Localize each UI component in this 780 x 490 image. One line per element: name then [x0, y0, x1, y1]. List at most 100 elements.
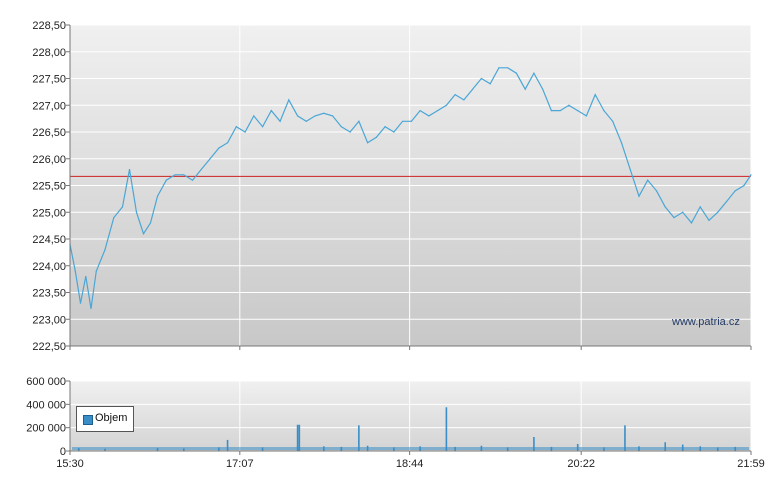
price-point	[104, 249, 106, 251]
price-point	[128, 168, 131, 171]
volume-bar	[296, 424, 299, 451]
volume-x-tick-label: 21:59	[737, 458, 765, 470]
price-y-tick-label: 225,00	[32, 207, 66, 219]
legend-label: Objem	[95, 412, 128, 424]
volume-bar	[716, 447, 719, 451]
volume-bar	[533, 437, 535, 451]
price-y-tick-label: 228,50	[32, 20, 66, 32]
price-point	[113, 217, 115, 219]
price-y-tick-label: 226,00	[32, 154, 66, 166]
price-point	[568, 104, 570, 106]
price-point	[349, 131, 351, 133]
price-point	[74, 270, 76, 272]
price-point	[428, 115, 430, 117]
price-point	[542, 88, 544, 90]
volume-y-axis: 0 200 000 400 000 600 000	[26, 376, 70, 458]
price-point	[647, 179, 649, 181]
price-point	[79, 302, 82, 304]
price-grid	[69, 24, 752, 347]
volume-bar	[699, 446, 702, 451]
price-point	[445, 104, 447, 106]
price-point	[85, 275, 87, 278]
price-y-axis: 222,50 223,00 223,50 224,00 224,50 225,00 225,…	[32, 20, 70, 353]
price-point	[454, 93, 456, 96]
price-point	[135, 211, 138, 213]
volume-x-tick-label: 17:07	[226, 458, 254, 470]
price-point	[638, 195, 640, 197]
volume-plot-background	[70, 381, 751, 451]
price-point	[533, 72, 535, 74]
price-point	[314, 115, 316, 117]
volume-bar	[624, 425, 626, 451]
price-point	[174, 174, 176, 176]
price-point	[410, 120, 412, 122]
volume-y-tick-label: 400 000	[26, 399, 66, 411]
volume-x-tick-label: 18:44	[396, 458, 424, 470]
volume-bar	[445, 407, 448, 451]
volume-y-tick-label: 600 000	[26, 376, 66, 388]
price-point	[288, 99, 290, 101]
price-point	[149, 222, 152, 224]
price-point	[156, 195, 159, 197]
price-point	[489, 83, 491, 85]
price-point	[524, 88, 526, 90]
volume-baseline-band	[72, 447, 749, 450]
volume-bar	[638, 446, 640, 451]
price-point	[498, 67, 500, 69]
price-point	[183, 174, 185, 176]
price-y-tick-label: 228,00	[32, 47, 66, 59]
price-series-line	[69, 67, 752, 309]
price-y-tick-label: 224,00	[32, 261, 66, 273]
volume-bar	[681, 444, 684, 451]
price-point	[393, 131, 395, 133]
price-y-tick-label: 223,50	[32, 288, 66, 300]
price-y-tick-label: 223,00	[32, 314, 66, 326]
price-point	[165, 179, 167, 181]
price-point	[655, 190, 658, 192]
price-y-tick-label: 222,50	[32, 341, 66, 353]
volume-bar	[261, 447, 264, 451]
volume-bar	[218, 447, 220, 451]
volume-panel: 0 200 000 400 000 600 000 15:30 17:07 18:44 20…	[26, 376, 765, 470]
price-y-tick-label: 226,50	[32, 127, 66, 139]
price-point	[725, 200, 728, 203]
price-point	[226, 142, 229, 144]
price-point	[323, 112, 325, 114]
price-point	[603, 110, 605, 112]
volume-bar	[104, 448, 106, 451]
price-point	[708, 219, 710, 221]
price-point	[664, 206, 666, 208]
price-point	[218, 147, 220, 149]
price-y-tick-label: 227,00	[32, 100, 66, 112]
price-point	[270, 110, 272, 112]
volume-x-tick-label: 15:30	[56, 458, 84, 470]
price-y-tick-label: 224,50	[32, 234, 66, 246]
volume-bar	[550, 446, 553, 451]
price-point	[690, 222, 693, 224]
legend-swatch-objem	[83, 415, 93, 425]
volume-baseline-fill	[72, 447, 749, 450]
price-points	[69, 67, 752, 310]
volume-bar	[340, 446, 343, 451]
price-point	[577, 110, 579, 112]
price-point	[261, 126, 264, 128]
price-point	[480, 77, 483, 80]
price-point	[463, 99, 465, 101]
price-point	[612, 120, 614, 122]
volume-bar	[664, 442, 667, 451]
price-panel: 222,50 223,00 223,50 224,00 224,50 225,00 225,…	[32, 20, 752, 353]
volume-bar	[419, 446, 421, 451]
volume-bar	[603, 447, 605, 451]
watermark: www.patria.cz	[672, 316, 740, 328]
volume-bar	[734, 446, 737, 451]
price-y-tick-label: 227,50	[32, 74, 66, 86]
price-point	[402, 120, 404, 122]
volume-x-axis: 15:30 17:07 18:44 20:22 21:59	[56, 451, 765, 470]
volume-bar	[358, 425, 360, 451]
price-point	[682, 211, 684, 213]
price-point	[244, 131, 246, 133]
volume-x-tick-label: 20:22	[567, 458, 595, 470]
volume-bar	[393, 447, 395, 451]
volume-bar	[298, 424, 301, 451]
